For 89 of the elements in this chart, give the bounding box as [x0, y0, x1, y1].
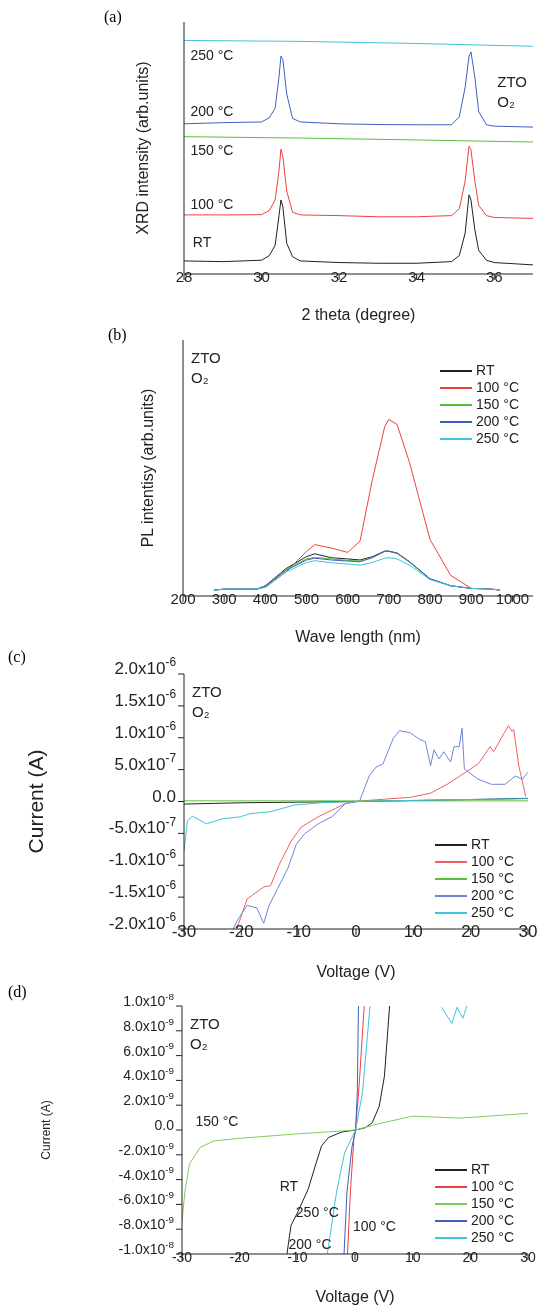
x-axis-title: 2 theta (degree) [301, 306, 416, 323]
y-tick-label: 0.0 [154, 1117, 175, 1133]
x-tick-label: 28 [175, 268, 193, 285]
x-tick-label: 32 [330, 268, 348, 285]
x-tick-label: 36 [485, 268, 503, 285]
y-tick-label: -4.0x10$^{-9}$ [118, 1164, 174, 1183]
y-tick-label: 2.0x10$^{-9}$ [123, 1089, 174, 1109]
y-tick-label: 5.0x10$^{-7}$ [114, 750, 177, 774]
y-axis-title: XRD intensity (arb.units) [133, 61, 151, 235]
series-label: 250 °C [190, 47, 234, 64]
y-tick-label: -1.5x10$^{-6}$ [108, 878, 177, 902]
chart-title: (b) [108, 326, 127, 344]
x-tick-label: 34 [408, 268, 426, 285]
x-tick-label: 20 [462, 1249, 479, 1265]
x-tick-label: 30 [518, 922, 538, 941]
x-tick-label: 10 [403, 922, 423, 941]
x-tick-label: -10 [286, 922, 311, 941]
legend-label: 250 °C [476, 430, 519, 447]
legend-label: 250 °C [471, 1229, 514, 1246]
y-tick-label: -5.0x10$^{-7}$ [108, 814, 177, 838]
y-tick-label: 1.0x10$^{-6}$ [114, 719, 177, 742]
y-axis-title: PL intentisy (arb.units) [138, 388, 156, 548]
y-tick-label: 1.0x10$^{-8}$ [123, 990, 175, 1009]
text: 250 °C [295, 1204, 339, 1220]
legend-label: RT [471, 836, 490, 853]
annotation: O₂ [190, 1034, 209, 1054]
annotation: ZTO [190, 1014, 220, 1034]
text: 100 °C [353, 1218, 396, 1234]
text: O₂ [191, 368, 210, 388]
y-tick-label: 0.0 [152, 786, 176, 806]
annotation: ZTO [497, 72, 527, 93]
y-tick-label: -6.0x10$^{-9}$ [118, 1189, 174, 1208]
x-tick-label: 400 [252, 590, 278, 607]
x-tick-label: 0 [351, 922, 361, 941]
y-axis-title: Current (A) [24, 749, 48, 854]
series-label: 150 °C [190, 141, 234, 158]
x-tick-label: 700 [376, 590, 402, 607]
legend-label: 200 °C [471, 1212, 514, 1229]
legend-label: 100 °C [476, 379, 519, 396]
x-tick-label: 30 [520, 1249, 536, 1265]
legend-label: 150 °C [476, 396, 519, 413]
x-tick-label: -20 [229, 1249, 250, 1265]
text: (d) [8, 983, 27, 1001]
chart-title: (a) [104, 8, 122, 26]
x-tick-label: 900 [458, 590, 484, 607]
annotation: O₂ [497, 92, 516, 113]
x-tick-label: 500 [294, 590, 320, 607]
x-tick-label: -20 [229, 922, 254, 941]
x-axis-title: Voltage (V) [315, 1288, 395, 1305]
series-label: 200 °C [190, 102, 234, 119]
x-tick-label: 600 [335, 590, 361, 607]
y-tick-label: 4.0x10$^{-9}$ [123, 1065, 174, 1084]
legend-label: 150 °C [471, 870, 514, 887]
y-tick-label: -8.0x10$^{-9}$ [118, 1213, 174, 1233]
x-tick-label: 200 [170, 590, 196, 607]
y-tick-label: 6.0x10$^{-9}$ [123, 1040, 174, 1059]
text: (c) [8, 648, 26, 666]
x-tick-label: 800 [417, 590, 443, 607]
x-axis-title: Wave length (nm) [295, 628, 421, 645]
y-axis-title: Current (A) [39, 1100, 54, 1160]
x-tick-label: -10 [287, 1249, 308, 1265]
text: 150 °C [195, 1112, 239, 1129]
legend-label: 250 °C [471, 904, 514, 921]
y-tick-label: 2.0x10$^{-6}$ [114, 655, 177, 678]
series-label: RT [192, 233, 212, 250]
x-tick-label: 30 [253, 268, 270, 285]
text: 200 °C [288, 1236, 332, 1252]
legend-label: 200 °C [476, 413, 519, 430]
x-tick-label: 1000 [495, 590, 530, 607]
y-tick-label: 8.0x10$^{-9}$ [123, 1015, 174, 1034]
legend-label: 150 °C [471, 1195, 514, 1212]
y-tick-label: 1.5x10$^{-6}$ [114, 687, 177, 710]
legend-label: 100 °C [471, 853, 514, 870]
x-axis-title: Voltage (V) [316, 963, 396, 980]
legend-label: 200 °C [471, 887, 514, 904]
text: RT [279, 1178, 299, 1194]
series-label: 100 °C [190, 195, 234, 212]
x-tick-label: 20 [461, 922, 481, 941]
x-tick-label: 0 [351, 1249, 360, 1265]
x-tick-label: 10 [404, 1249, 421, 1265]
legend-label: 100 °C [471, 1178, 514, 1195]
y-tick-label: -1.0x10$^{-6}$ [108, 846, 177, 870]
annotation: O₂ [192, 702, 211, 722]
x-tick-label: 300 [211, 590, 237, 607]
annotation: ZTO [192, 682, 222, 702]
y-tick-label: -2.0x10$^{-9}$ [118, 1139, 174, 1158]
text: ZTO [191, 348, 221, 368]
legend-label: RT [471, 1161, 490, 1178]
legend-label: RT [476, 362, 495, 379]
